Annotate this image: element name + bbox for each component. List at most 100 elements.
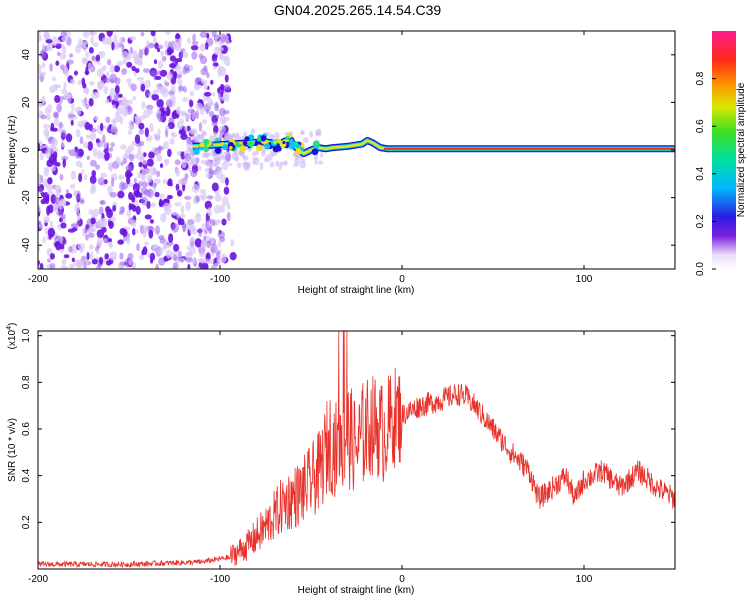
noise-speck bbox=[88, 97, 94, 107]
ridge-haze bbox=[299, 160, 307, 169]
noise-speck bbox=[104, 151, 110, 162]
noise-speck bbox=[214, 193, 222, 202]
noise-speck bbox=[56, 210, 64, 216]
noise-speck bbox=[41, 95, 46, 103]
noise-speck bbox=[110, 142, 115, 148]
noise-speck bbox=[46, 159, 54, 168]
noise-speck bbox=[89, 175, 97, 185]
noise-speck bbox=[187, 218, 195, 226]
spectrogram-x-ticks: -200 -100 0 100 bbox=[28, 31, 593, 285]
noise-speck bbox=[66, 59, 74, 65]
noise-speck bbox=[124, 170, 132, 179]
noise-speck bbox=[38, 187, 43, 193]
noise-speck bbox=[189, 90, 195, 97]
noise-speck bbox=[96, 249, 100, 255]
ridge-blob bbox=[312, 140, 320, 148]
noise-speck bbox=[127, 52, 132, 60]
noise-speck bbox=[163, 141, 169, 150]
noise-speck bbox=[111, 177, 115, 188]
noise-speck bbox=[68, 263, 75, 269]
noise-speck bbox=[208, 167, 213, 174]
noise-speck bbox=[195, 157, 200, 165]
noise-speck bbox=[184, 153, 192, 162]
noise-speck bbox=[49, 253, 55, 260]
noise-speck bbox=[61, 155, 69, 162]
ridge-blob bbox=[222, 144, 228, 150]
noise-speck bbox=[171, 211, 178, 216]
noise-speck bbox=[129, 46, 134, 55]
ridge-blob bbox=[282, 140, 286, 145]
noise-speck bbox=[87, 232, 95, 238]
snr-scale-label: (x104) bbox=[6, 323, 18, 350]
noise-speck bbox=[176, 57, 183, 63]
ridge-haze bbox=[269, 133, 276, 140]
noise-speck bbox=[210, 92, 216, 97]
noise-speck bbox=[90, 128, 97, 133]
noise-speck bbox=[200, 240, 208, 249]
noise-speck bbox=[165, 125, 170, 131]
noise-speck bbox=[105, 260, 112, 266]
noise-speck bbox=[122, 157, 128, 165]
noise-speck bbox=[53, 118, 59, 126]
noise-speck bbox=[131, 205, 137, 212]
noise-speck bbox=[167, 41, 172, 50]
colorbar-ticks: 0.0 0.2 0.4 0.6 0.8 bbox=[695, 71, 716, 276]
noise-speck bbox=[43, 123, 51, 129]
noise-speck bbox=[165, 99, 173, 108]
noise-speck bbox=[154, 191, 160, 198]
noise-speck bbox=[41, 62, 46, 69]
noise-speck bbox=[208, 110, 215, 118]
noise-speck bbox=[207, 258, 215, 264]
noise-speck bbox=[183, 64, 190, 72]
noise-speck bbox=[65, 133, 73, 143]
noise-speck bbox=[182, 85, 187, 93]
noise-speck bbox=[38, 173, 41, 180]
noise-speck bbox=[156, 170, 161, 178]
snr-y-ticks: 0.2 0.4 0.6 0.8 1.0 bbox=[21, 328, 675, 529]
noise-speck bbox=[101, 65, 107, 72]
noise-speck bbox=[199, 43, 206, 52]
noise-speck bbox=[142, 225, 149, 234]
noise-speck bbox=[199, 31, 208, 38]
noise-speck bbox=[96, 60, 101, 66]
colorbar-tick-label: 0.0 bbox=[695, 262, 706, 276]
noise-speck bbox=[180, 50, 184, 60]
ridge-haze bbox=[269, 150, 276, 156]
ridge-haze bbox=[231, 132, 237, 138]
noise-speck bbox=[45, 39, 53, 44]
spectrogram-y-tick-label: -20 bbox=[21, 190, 32, 205]
noise-speck bbox=[82, 31, 90, 38]
noise-speck bbox=[199, 252, 206, 258]
noise-speck bbox=[59, 121, 63, 129]
noise-speck bbox=[39, 151, 44, 161]
snr-x-ticks: -200 -100 0 100 bbox=[28, 331, 593, 585]
noise-speck bbox=[38, 34, 42, 43]
noise-speck bbox=[122, 153, 130, 159]
noise-speck bbox=[105, 116, 111, 124]
noise-speck bbox=[149, 219, 155, 224]
noise-speck bbox=[126, 78, 132, 84]
noise-speck bbox=[149, 166, 157, 176]
noise-speck bbox=[38, 64, 42, 74]
ridge-blob bbox=[256, 137, 262, 142]
noise-speck bbox=[140, 31, 145, 37]
noise-speck bbox=[159, 69, 168, 77]
ridge-blob bbox=[244, 136, 250, 142]
noise-speck bbox=[103, 237, 108, 243]
noise-speck bbox=[73, 189, 78, 197]
ridge-haze bbox=[208, 161, 213, 166]
noise-speck bbox=[71, 257, 75, 263]
noise-speck bbox=[220, 253, 227, 263]
noise-speck bbox=[79, 136, 84, 145]
noise-speck bbox=[38, 100, 43, 108]
noise-speck bbox=[156, 98, 164, 108]
ridge-haze bbox=[214, 156, 221, 165]
noise-speck bbox=[144, 214, 152, 220]
noise-speck bbox=[167, 194, 173, 200]
noise-speck bbox=[39, 262, 44, 269]
noise-speck bbox=[230, 239, 235, 247]
noise-speck bbox=[86, 228, 94, 234]
noise-speck bbox=[168, 233, 174, 243]
noise-speck bbox=[50, 137, 59, 148]
noise-speck bbox=[217, 230, 226, 239]
